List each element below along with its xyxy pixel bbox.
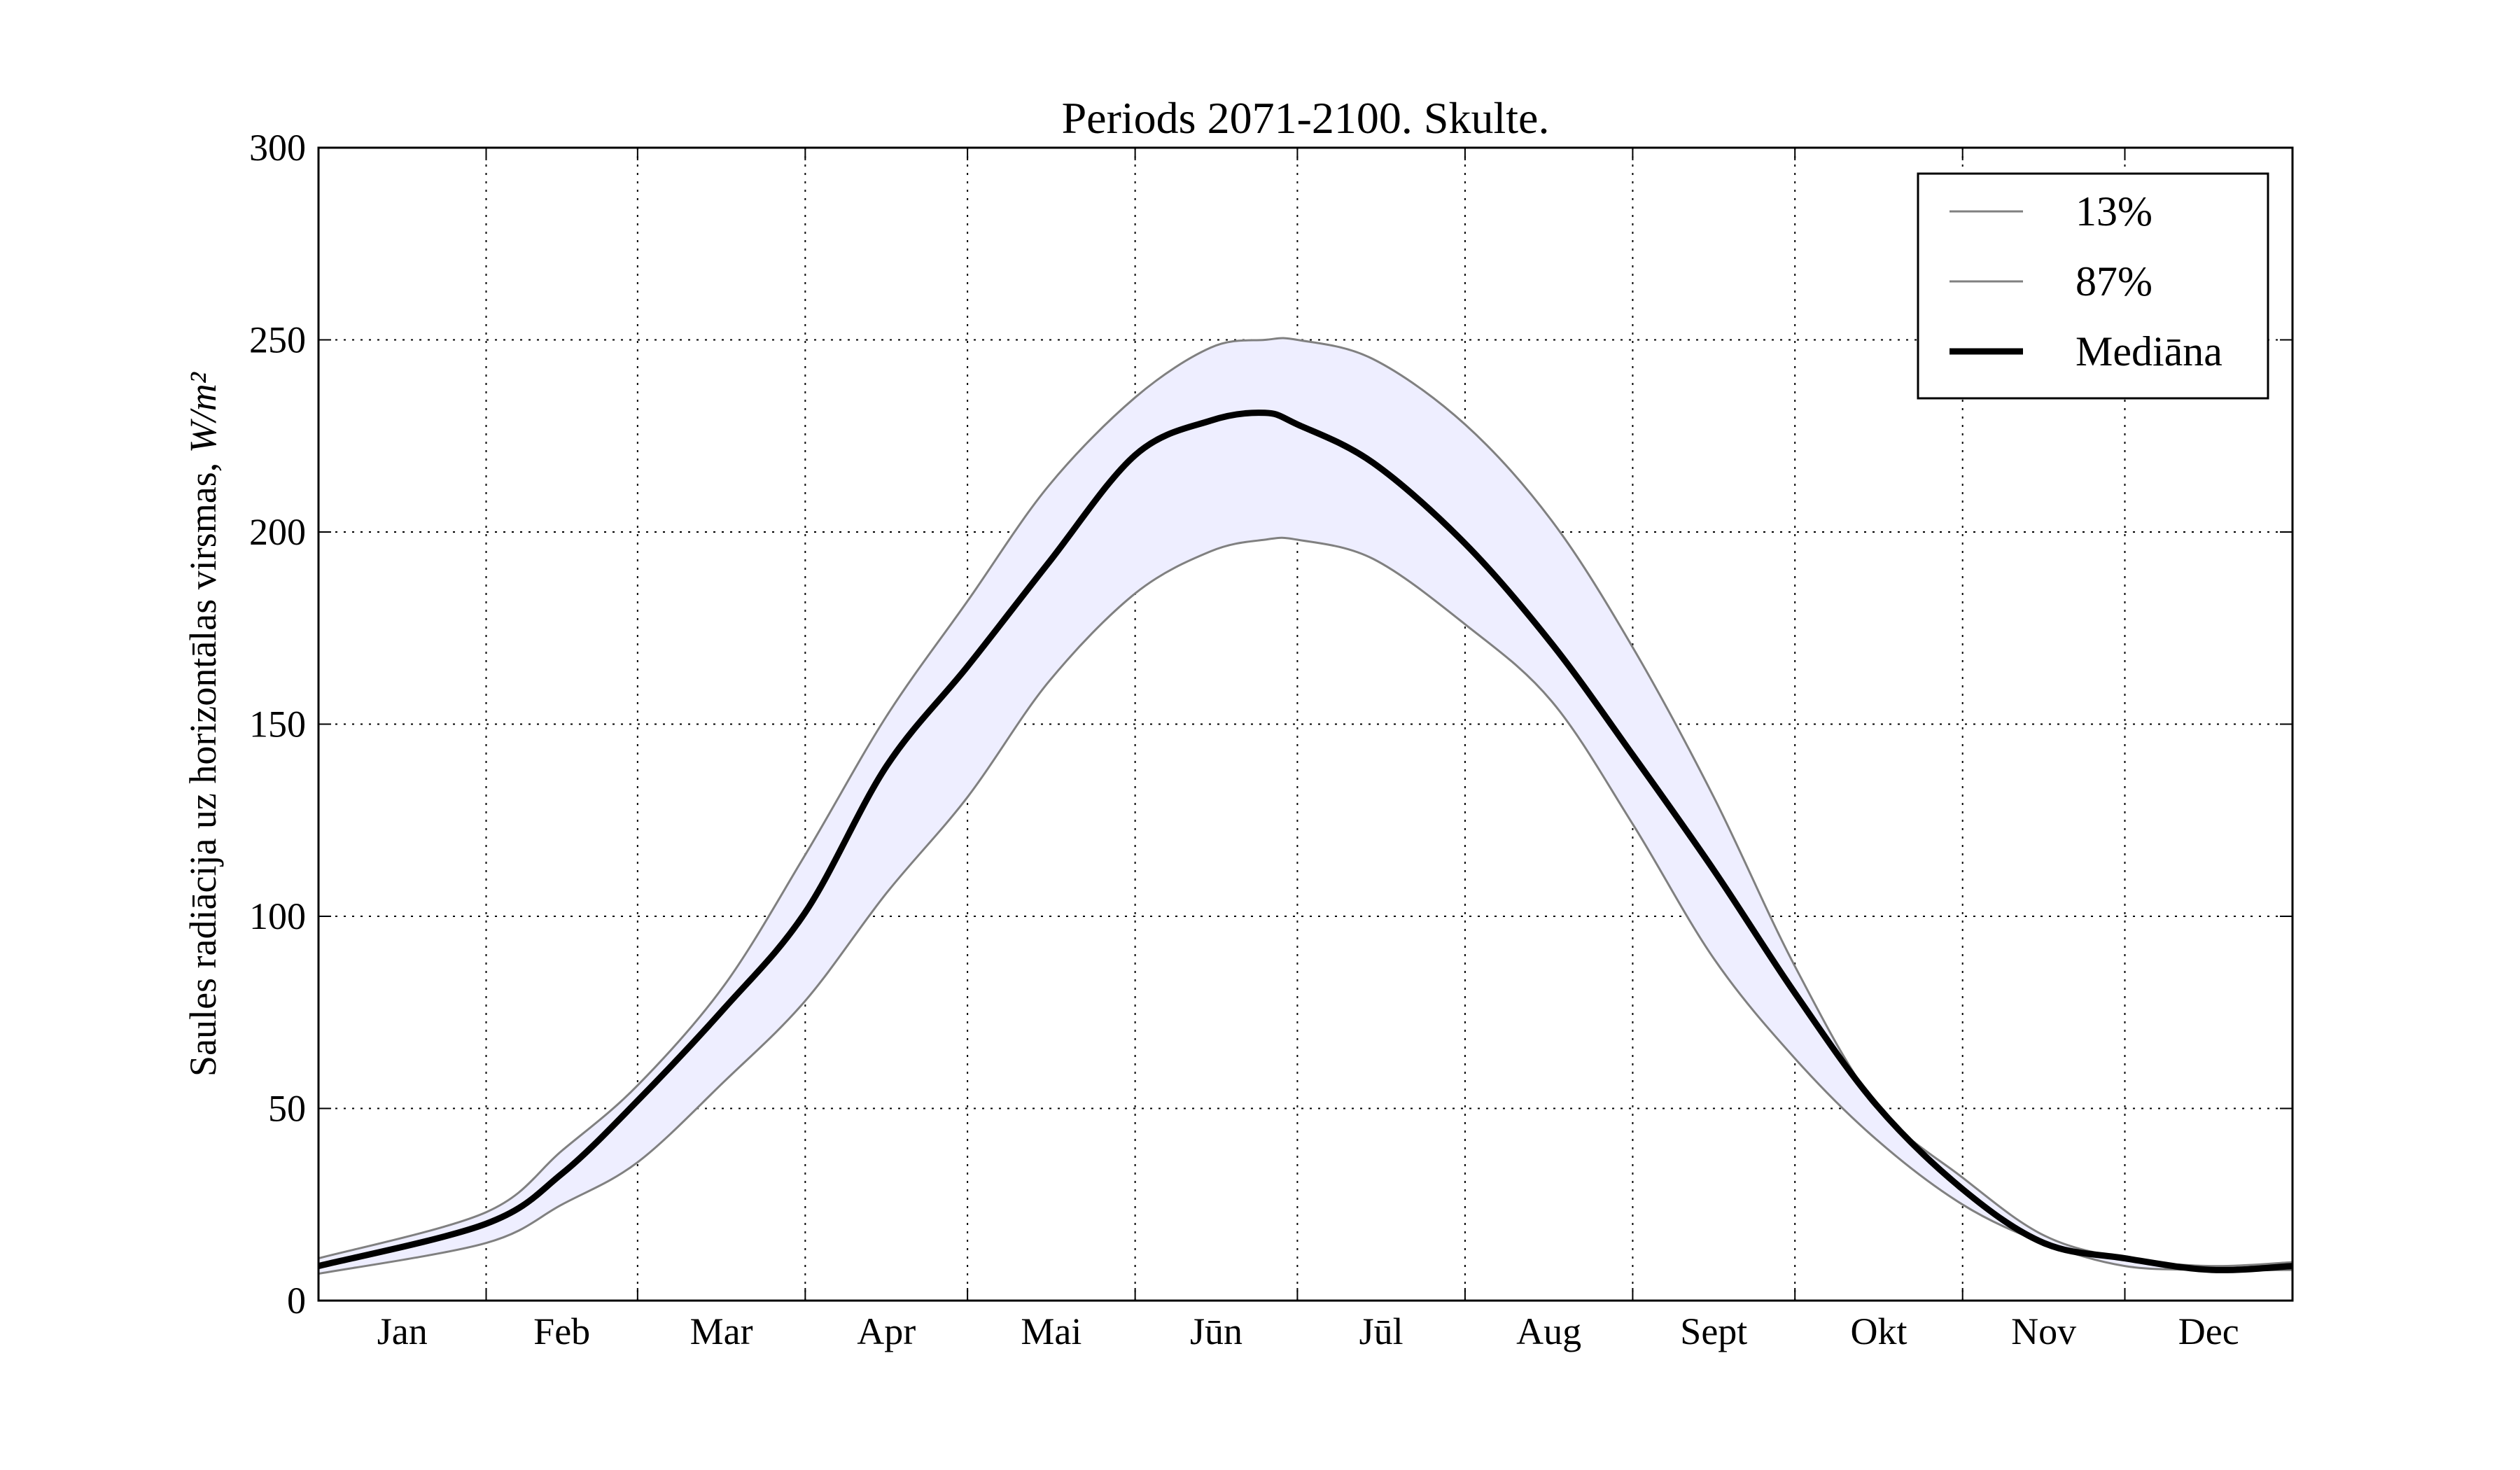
chart-title: Periods 2071-2100. Skulte. [1062, 93, 1550, 143]
x-tick-label: Okt [1850, 1310, 1907, 1352]
y-tick-label: 0 [287, 1280, 306, 1322]
y-tick-label: 300 [249, 127, 306, 169]
x-tick-label: Jan [377, 1310, 428, 1352]
legend-label: 13% [2076, 188, 2152, 234]
y-tick-label: 100 [249, 895, 306, 937]
x-tick-label: Aug [1516, 1310, 1581, 1352]
x-tick-label: Nov [2011, 1310, 2076, 1352]
x-tick-label: Sept [1680, 1310, 1747, 1352]
y-axis-unit: W/m² [182, 372, 224, 453]
series-lines [317, 337, 2293, 1275]
y-axis-label: Saules radiācija uz horizontālas virsmas… [182, 372, 224, 1077]
y-axis-label-text: Saules radiācija uz horizontālas virsmas… [182, 453, 224, 1077]
series-line-1 [318, 337, 2293, 1268]
x-tick-label: Dec [2178, 1310, 2239, 1352]
x-tick-label: Feb [533, 1310, 590, 1352]
y-tick-label: 50 [268, 1088, 306, 1130]
y-tick-label: 200 [249, 511, 306, 553]
legend-label: Mediāna [2076, 328, 2222, 374]
x-tick-label: Jūn [1190, 1310, 1242, 1352]
series-line-2 [317, 410, 2293, 1273]
x-tick-label: Apr [857, 1310, 916, 1352]
series-line-0 [318, 536, 2293, 1275]
x-tick-label: Mar [690, 1310, 753, 1352]
percentile-band [318, 337, 2292, 1274]
legend-label: 87% [2076, 258, 2152, 304]
legend: 13% 87% Mediāna [1917, 172, 2269, 400]
x-tick-label: Jūl [1359, 1310, 1404, 1352]
y-tick-label: 250 [249, 319, 306, 361]
x-tick-label: Mai [1021, 1310, 1082, 1352]
ticks: 0 50 100 150 200 250 300 Jan Feb Mar Apr Mai Jūn Jūl A… [249, 127, 2292, 1352]
y-tick-label: 150 [249, 704, 306, 746]
